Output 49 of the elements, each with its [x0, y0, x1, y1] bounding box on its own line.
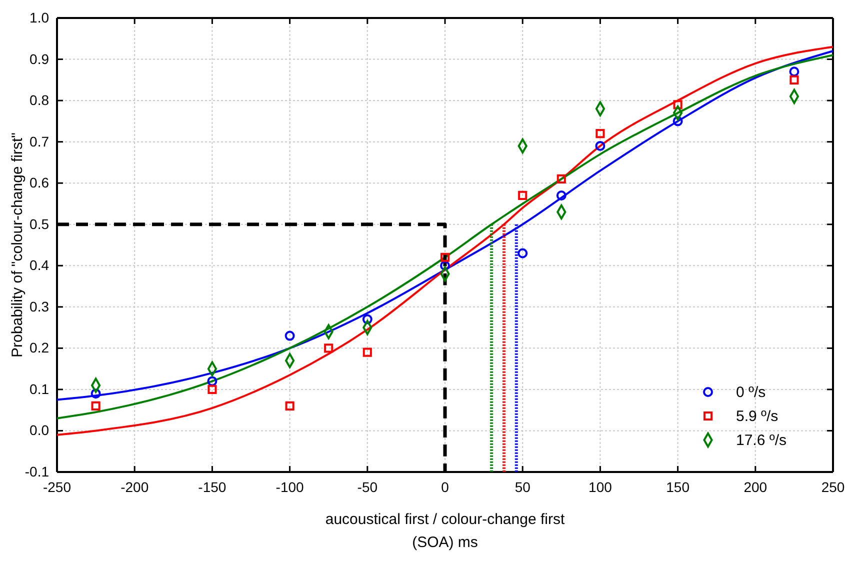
- y-tick-label: 0.6: [30, 174, 50, 191]
- y-tick-label: 0.4: [30, 257, 50, 274]
- legend-label: 0 º/s: [736, 384, 766, 401]
- y-tick-label: 0.8: [30, 92, 50, 108]
- point: [362, 348, 372, 357]
- point: [208, 384, 217, 394]
- point: [362, 314, 372, 324]
- x-tick-label: -100: [276, 478, 304, 495]
- x-tick-label: -250: [42, 478, 72, 495]
- y-tick-label: 1.0: [30, 9, 50, 26]
- point: [518, 190, 528, 200]
- point: [518, 248, 528, 258]
- legend-label: 17.6 º/s: [736, 432, 787, 449]
- x-tick-label: -150: [198, 478, 226, 495]
- y-tick-label: 0.3: [30, 298, 50, 314]
- point: [90, 388, 101, 399]
- point: [324, 344, 334, 353]
- x-tick-label: 50: [514, 478, 531, 495]
- x-tick-label: 150: [666, 478, 690, 495]
- y-tick-label: 0.5: [30, 216, 50, 232]
- y-axis-title: Probability of "colour-change first": [9, 132, 26, 358]
- x-axis-title: aucoustical first / colour-change first (SOA) ms: [325, 511, 566, 551]
- x-tick-label: -200: [120, 478, 149, 495]
- point: [789, 66, 800, 77]
- point: [673, 100, 682, 110]
- y-tick-label: 0.7: [30, 133, 50, 150]
- y-tick-label: 0.1: [30, 380, 50, 397]
- point: [284, 330, 295, 341]
- point: [285, 401, 294, 410]
- y-tick-label: 0.0: [30, 422, 50, 438]
- x-tick-label: 250: [821, 478, 845, 495]
- point: [440, 252, 450, 262]
- point: [207, 376, 218, 386]
- point: [91, 401, 100, 410]
- x-tick-label: -50: [357, 478, 378, 495]
- y-tick-label: 0.2: [30, 340, 50, 356]
- x-tick-label: 100: [588, 478, 612, 495]
- point: [440, 260, 450, 271]
- y-tick-label: -0.1: [24, 463, 50, 480]
- x-tick-label: 200: [744, 478, 768, 495]
- point: [596, 129, 605, 138]
- point: [556, 190, 566, 200]
- y-tick-label: 0.9: [30, 50, 50, 67]
- point: [595, 140, 606, 151]
- point: [556, 174, 566, 184]
- point: [790, 75, 799, 84]
- x-tick-label: 0: [441, 478, 450, 495]
- point: [672, 116, 683, 126]
- legend-label: 5.9 º/s: [736, 408, 778, 425]
